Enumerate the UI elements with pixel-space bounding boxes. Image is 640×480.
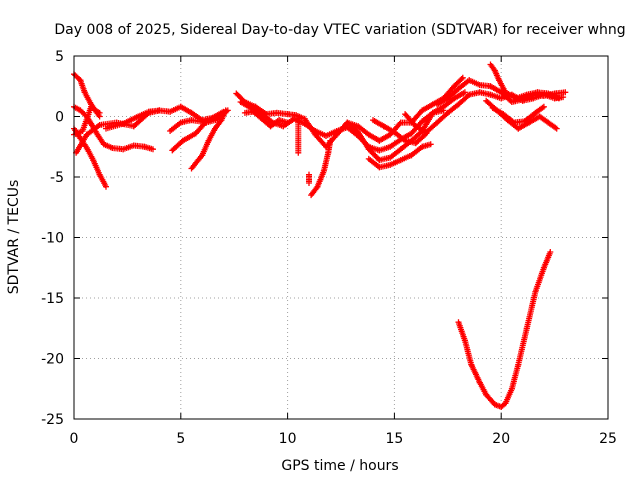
- x-tick-label: 5: [176, 431, 185, 447]
- data-marker-segment: [515, 325, 530, 368]
- data-marker-segment: [218, 107, 229, 124]
- series-track-24: [455, 249, 554, 410]
- data-marker-segment: [545, 90, 562, 102]
- data-marker-segment: [402, 111, 419, 130]
- series-track-14: [306, 171, 312, 186]
- chart-title: Day 008 of 2025, Sidereal Day-to-day VTE…: [54, 22, 625, 38]
- series-track-09: [188, 107, 229, 172]
- series-track-21: [487, 61, 562, 102]
- data-marker-segment: [276, 117, 291, 126]
- series-track-08: [169, 107, 231, 154]
- data-marker-segment: [468, 361, 483, 386]
- series-track-12: [241, 108, 291, 130]
- data-marker-segment: [551, 89, 569, 97]
- data-marker-segment: [429, 107, 447, 116]
- series-track-17: [365, 141, 434, 171]
- data-marker-segment: [141, 143, 156, 153]
- axis-ticks: 0 5 10 15 20 25 -25 -20 -15 -10 -5 0 5: [41, 49, 617, 447]
- data-marker-segment: [419, 141, 434, 150]
- y-axis-label: SDTVAR / TECUs: [6, 180, 22, 295]
- x-tick-label: 0: [70, 431, 79, 447]
- series-track-23: [489, 103, 547, 126]
- series-track-13: [295, 115, 302, 156]
- y-tick-label: -25: [41, 412, 64, 428]
- x-tick-label: 25: [599, 431, 617, 447]
- data-marker-segment: [451, 74, 466, 90]
- data-marker-segment: [325, 137, 334, 156]
- x-axis-label: GPS time / hours: [281, 458, 398, 474]
- data-marker-segment: [532, 103, 547, 116]
- series-track-03: [71, 103, 156, 153]
- series-track-15: [308, 137, 334, 199]
- data-marker-segment: [92, 107, 103, 116]
- data-marker-segment: [120, 113, 142, 127]
- data-marker-segment: [523, 288, 539, 332]
- data-marker-segment: [73, 131, 90, 156]
- data-marker-segment: [314, 167, 327, 190]
- data-marker-segment: [188, 152, 206, 172]
- y-tick-label: -15: [41, 291, 64, 307]
- data-marker-segment: [540, 249, 554, 271]
- series-track-20: [434, 77, 569, 108]
- data-layer: [71, 61, 569, 410]
- data-marker-segment: [451, 89, 468, 102]
- data-marker-segment: [455, 319, 468, 344]
- data-marker-segment: [83, 122, 103, 138]
- data-marker-segment: [545, 119, 560, 132]
- x-tick-label: 15: [385, 431, 403, 447]
- x-tick-label: 20: [492, 431, 510, 447]
- y-tick-label: 5: [55, 49, 64, 65]
- x-tick-label: 10: [279, 431, 297, 447]
- data-marker-segment: [96, 171, 109, 190]
- y-tick-label: -20: [41, 352, 64, 368]
- data-marker-segment: [295, 115, 302, 156]
- y-tick-label: -5: [50, 170, 64, 186]
- data-marker-segment: [306, 171, 312, 186]
- data-marker-segment: [355, 129, 372, 153]
- y-tick-label: 0: [55, 110, 64, 126]
- data-marker-segment: [192, 118, 210, 137]
- y-tick-label: -10: [41, 231, 64, 247]
